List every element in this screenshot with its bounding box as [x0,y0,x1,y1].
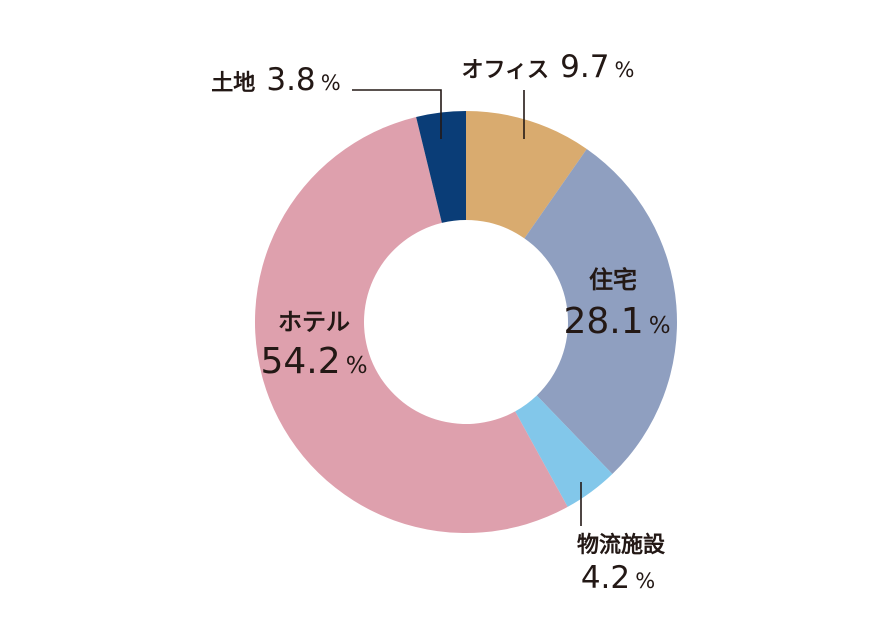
pie-slice-4 [416,111,466,223]
label-hotel-name: ホテル [278,308,350,336]
svg-text:土地 3.8 %: 土地 3.8 % [211,62,340,98]
label-residential-name: 住宅 [589,266,637,294]
label-land-value: 3.8 [266,62,315,98]
label-land: 土地 3.8 % [211,62,340,98]
label-land-name: 土地 [211,71,255,96]
pie-slice-2 [515,395,613,507]
pie-slice-0 [466,111,587,239]
label-logistics-name: 物流施設 [577,532,666,558]
label-residential-unit: % [649,313,671,339]
svg-text:4.2 %: 4.2 % [581,560,655,596]
label-hotel-unit: % [346,353,368,379]
pie-slice-1 [524,148,678,474]
svg-text:オフィス 9.7 %: オフィス 9.7 % [461,49,634,85]
label-residential: 住宅 28.1 % [563,266,670,342]
svg-text:54.2 %: 54.2 % [260,341,367,382]
label-land-unit: % [321,71,341,95]
svg-text:28.1 %: 28.1 % [563,301,670,342]
label-office-unit: % [615,58,635,82]
label-residential-value: 28.1 [563,301,643,342]
label-office-name: オフィス [461,58,549,83]
label-hotel: ホテル 54.2 % [260,308,367,382]
label-office-value: 9.7 [560,49,609,85]
label-hotel-value: 54.2 [260,341,340,382]
donut-slices [254,111,678,534]
label-logistics-unit: % [635,569,655,593]
pie-slice-3 [254,116,568,534]
label-logistics: 物流施設 4.2 % [577,532,666,596]
label-logistics-value: 4.2 [581,560,630,596]
label-office: オフィス 9.7 % [461,49,634,85]
leader-line-land [352,89,442,139]
